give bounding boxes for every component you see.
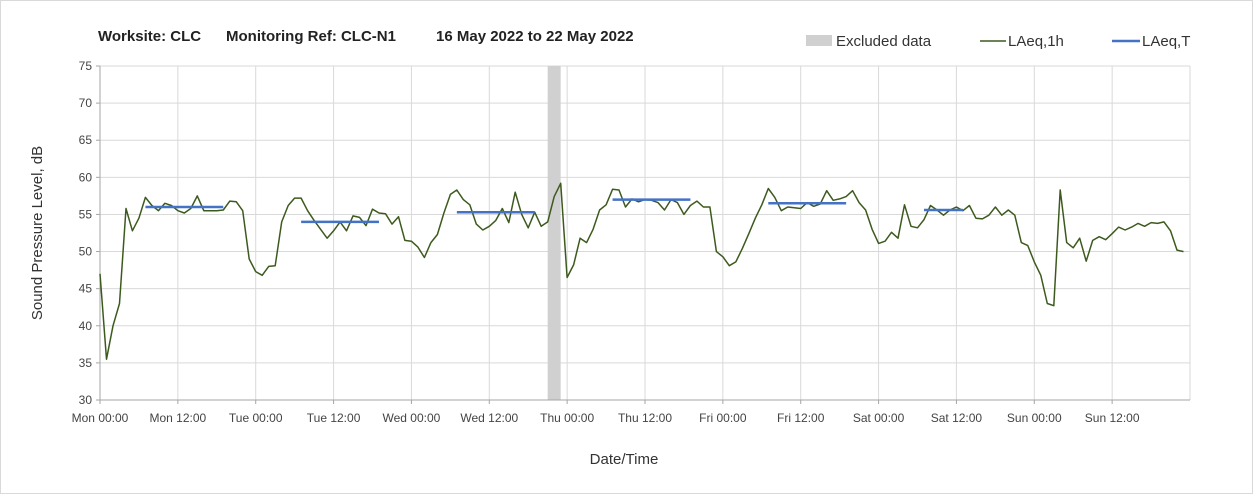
x-tick-label: Mon 12:00 — [149, 411, 206, 425]
x-tick-label: Sun 12:00 — [1085, 411, 1140, 425]
y-axis-label: Sound Pressure Level, dB — [29, 146, 46, 320]
series-layer — [99, 182, 1184, 360]
excluded-data-band — [547, 66, 561, 400]
excluded-data-bands — [547, 66, 561, 400]
y-tick-label: 50 — [79, 245, 93, 259]
x-tick-label: Sat 12:00 — [931, 411, 983, 425]
y-tick-label: 35 — [79, 356, 93, 370]
x-tick-label: Tue 00:00 — [229, 411, 283, 425]
legend-swatch-excluded-data — [806, 35, 832, 46]
legend-label-laeq-1h: LAeq,1h — [1008, 33, 1064, 50]
series-line-laeq-1h — [99, 182, 1184, 360]
x-axis-label: Date/Time — [590, 451, 659, 468]
legend-label-excluded-data: Excluded data — [836, 33, 932, 50]
y-tick-label: 65 — [79, 133, 93, 147]
x-tick-label: Wed 00:00 — [383, 411, 441, 425]
y-tick-label: 55 — [79, 207, 93, 221]
x-tick-label: Fri 12:00 — [777, 411, 825, 425]
x-tick-label: Fri 00:00 — [699, 411, 747, 425]
y-tick-label: 30 — [79, 393, 93, 407]
chart-title-date-range: 16 May 2022 to 22 May 2022 — [436, 28, 634, 45]
y-tick-label: 40 — [79, 319, 93, 333]
gridlines — [99, 65, 1191, 401]
chart-title-monitoring-ref: Monitoring Ref: CLC-N1 — [226, 28, 396, 45]
y-tick-label: 45 — [79, 282, 93, 296]
legend-label-laeq-t: LAeq,T — [1142, 33, 1190, 50]
y-tick-label: 75 — [79, 59, 93, 73]
x-tick-label: Mon 00:00 — [72, 411, 129, 425]
x-tick-label: Wed 12:00 — [460, 411, 518, 425]
x-tick-label: Thu 00:00 — [540, 411, 594, 425]
chart-title-worksite: Worksite: CLC — [98, 28, 201, 45]
x-tick-label: Thu 12:00 — [618, 411, 672, 425]
x-tick-label: Tue 12:00 — [307, 411, 361, 425]
y-tick-labels: 30 35 40 45 50 55 60 65 70 75 — [79, 59, 100, 407]
y-tick-label: 70 — [79, 96, 93, 110]
x-tick-label: Sat 00:00 — [853, 411, 905, 425]
y-tick-label: 60 — [79, 170, 93, 184]
x-tick-labels: Mon 00:00 Mon 12:00 Tue 00:00 Tue 12:00 Wed … — [72, 400, 1140, 425]
x-tick-label: Sun 00:00 — [1007, 411, 1062, 425]
legend: Excluded data LAeq,1h LAeq,T — [806, 33, 1190, 50]
